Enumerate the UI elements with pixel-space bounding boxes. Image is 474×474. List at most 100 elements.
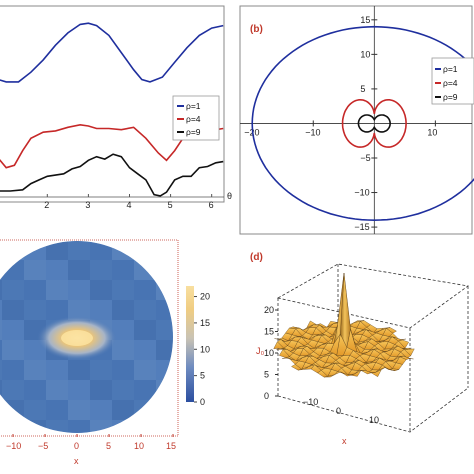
chart-c-svg: −10 −5 0 5 10 15 x 20 15 10 5 0 xyxy=(0,239,210,466)
colorbar-tick-label: 20 xyxy=(200,292,210,302)
heatmap-patch xyxy=(0,300,2,320)
heatmap-patch xyxy=(68,380,90,400)
heatmap-patch xyxy=(112,400,134,420)
heatmap-patch xyxy=(112,340,134,360)
chart-b-xtick-label: −10 xyxy=(305,127,320,137)
heatmap-patch xyxy=(178,260,200,280)
chart-d-zlabel: J₀ xyxy=(256,346,265,356)
series-b-curve-3 xyxy=(357,114,392,133)
heatmap-patch xyxy=(24,260,46,280)
colorbar xyxy=(186,286,194,402)
heatmap-patch xyxy=(112,320,134,340)
surface-patch xyxy=(282,357,293,360)
heatmap-patch xyxy=(156,340,173,360)
chart-b-ytick-label: 15 xyxy=(360,15,370,25)
surface-patch xyxy=(291,364,303,371)
chart-b-ytick-label: −15 xyxy=(354,222,369,232)
heatmap-patch xyxy=(2,360,24,380)
surface-patch xyxy=(279,349,290,358)
heatmap-core xyxy=(61,330,93,346)
chart-d-panel-label: (d) xyxy=(250,252,263,263)
chart-b-svg: (b) −20 −10 10 15 10 5 −5 −10 −15 ρ=1 ρ=4 ρ=9 xyxy=(239,5,474,235)
heatmap-patch xyxy=(0,241,2,260)
chart-a-xtick-label: 2 xyxy=(44,200,49,210)
heatmap-patch xyxy=(90,241,112,260)
chart-a-svg: 2 3 4 5 6 θ ρ=1 ρ=4 ρ=9 xyxy=(0,5,232,210)
heatmap-patch xyxy=(178,240,200,260)
panel-c: −10 −5 0 5 10 15 x 20 15 10 5 0 xyxy=(0,238,236,474)
heatmap-patch xyxy=(90,400,112,420)
heatmap-patch xyxy=(156,260,173,280)
heatmap-patch xyxy=(24,420,46,433)
legend-b-label-3: ρ=9 xyxy=(443,92,458,102)
chart-c-frame xyxy=(0,239,179,437)
heatmap-patch xyxy=(2,340,24,360)
chart-a-legend: ρ=1 ρ=4 ρ=9 xyxy=(172,95,220,141)
chart-d-xtick-label: 10 xyxy=(369,415,379,425)
heatmap-patch xyxy=(46,400,68,420)
heatmap-patch xyxy=(112,380,134,400)
colorbar-tick-label: 5 xyxy=(200,371,205,381)
heatmap-patch xyxy=(156,320,173,340)
heatmap-patch xyxy=(2,260,24,280)
chart-d-xlabel: x xyxy=(342,436,347,446)
chart-d-xtick-label: 0 xyxy=(336,406,341,416)
heatmap-patch xyxy=(156,420,173,433)
heatmap-patch xyxy=(68,360,90,380)
heatmap-patch xyxy=(156,280,173,300)
chart-d-ztick-label: 15 xyxy=(264,327,274,337)
heatmap-patch xyxy=(0,320,2,340)
heatmap-patch xyxy=(134,380,156,400)
heatmap-patch xyxy=(156,300,173,320)
series-b-curve-2 xyxy=(341,99,407,148)
heatmap-patch xyxy=(24,400,46,420)
heatmap-patch xyxy=(156,241,173,260)
heatmap-patch xyxy=(68,241,90,260)
chart-c-xtick-label: 5 xyxy=(106,441,111,451)
heatmap-patch xyxy=(134,280,156,300)
chart-b-ytick-label: 10 xyxy=(360,49,370,59)
heatmap-patch xyxy=(0,380,2,400)
heatmap-patch xyxy=(178,420,200,440)
panel-b: (b) −20 −10 10 15 10 5 −5 −10 −15 ρ=1 ρ=4 ρ=9 xyxy=(238,0,474,236)
chart-a-xtick-label: 4 xyxy=(126,200,131,210)
heatmap-patch xyxy=(46,380,68,400)
heatmap-patch xyxy=(24,360,46,380)
surface-patch xyxy=(273,341,285,349)
chart-a-xtick-label: 5 xyxy=(168,200,173,210)
heatmap-patch xyxy=(46,420,68,433)
heatmap-patch xyxy=(0,260,2,280)
heatmap-patch xyxy=(112,260,134,280)
panel-d: (d) 20 15 10 5 0 −10 0 10 J₀ x xyxy=(238,238,474,474)
chart-b-frame xyxy=(239,5,473,235)
chart-b-xtick-label: −20 xyxy=(244,127,259,137)
legend-a-label-3: ρ=9 xyxy=(186,127,201,137)
chart-d-svg: (d) 20 15 10 5 0 −10 0 10 J₀ x xyxy=(250,252,470,446)
heatmap-patch xyxy=(46,360,68,380)
chart-c-xlabel: x xyxy=(74,456,79,466)
chart-c-xtick-label: 0 xyxy=(74,441,79,451)
heatmap-patch xyxy=(2,400,24,420)
series-a-line-2 xyxy=(0,123,224,169)
legend-b-label-1: ρ=1 xyxy=(443,64,458,74)
heatmap-patch xyxy=(112,420,134,433)
panel-a: 2 3 4 5 6 θ ρ=1 ρ=4 ρ=9 xyxy=(0,0,236,236)
chart-d-ztick-label: 20 xyxy=(264,305,274,315)
heatmap-patch xyxy=(134,241,156,260)
chart-b-legend: ρ=1 ρ=4 ρ=9 xyxy=(431,57,474,105)
heatmap-patch xyxy=(2,300,24,320)
chart-b-panel-label: (b) xyxy=(250,24,263,35)
heatmap-patch xyxy=(24,380,46,400)
colorbar-tick-label: 0 xyxy=(200,397,205,407)
chart-d-ztick-label: 0 xyxy=(264,391,269,401)
heatmap-patch xyxy=(0,420,2,433)
heatmap-patch xyxy=(46,241,68,260)
series-b-curve-1 xyxy=(251,25,474,222)
chart-a-xtick-label: 6 xyxy=(209,200,214,210)
chart-b-legend-box xyxy=(431,57,474,105)
heatmap-patch xyxy=(90,280,112,300)
heatmap-patch xyxy=(68,400,90,420)
heatmap-patch xyxy=(134,360,156,380)
heatmap-patch xyxy=(2,280,24,300)
chart-b-ytick-label: −5 xyxy=(360,153,370,163)
